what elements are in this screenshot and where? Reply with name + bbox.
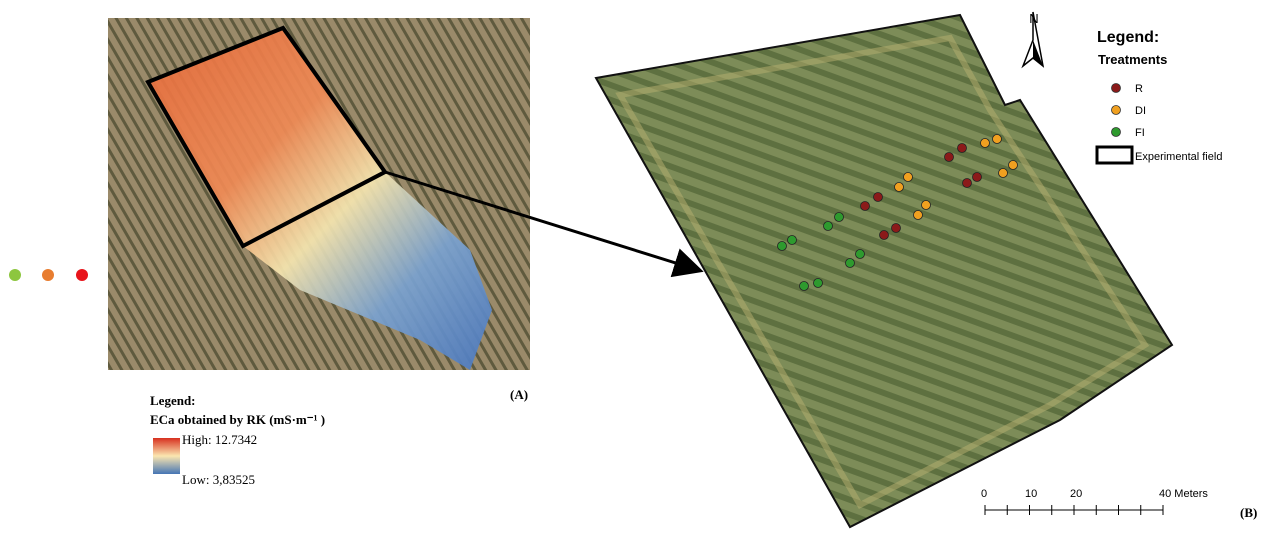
legend-subtitle: ECa obtained by RK (mS·m⁻¹ )	[150, 412, 325, 427]
page: Legend: ECa obtained by RK (mS·m⁻¹ ) Hig…	[0, 0, 1263, 535]
dot	[42, 269, 54, 281]
color-ramp	[153, 438, 180, 474]
sample-point	[922, 201, 931, 210]
sample-point	[874, 193, 883, 202]
sample-point	[892, 224, 901, 233]
sample-point	[814, 279, 823, 288]
sample-point	[963, 179, 972, 188]
legend-subtitle: Treatments	[1098, 52, 1167, 67]
legend-label: FI	[1135, 127, 1145, 139]
figure: Legend: ECa obtained by RK (mS·m⁻¹ ) Hig…	[0, 0, 1263, 535]
sample-point	[945, 153, 954, 162]
legend-marker	[1112, 106, 1121, 115]
dot	[76, 269, 88, 281]
orthophoto	[596, 15, 1172, 527]
legend-label: DI	[1135, 105, 1146, 117]
legend-label: R	[1135, 83, 1143, 95]
sample-point	[895, 183, 904, 192]
sample-point	[788, 236, 797, 245]
panel-label: (B)	[1240, 505, 1257, 520]
legend-marker	[1112, 84, 1121, 93]
legend-title: Legend:	[1097, 29, 1159, 46]
field-label: Experimental field	[1135, 151, 1222, 163]
sample-point	[981, 139, 990, 148]
sample-point	[993, 135, 1002, 144]
sample-point	[880, 231, 889, 240]
scale-bar: 0 10 20 40 Meters	[981, 488, 1208, 515]
dot	[9, 269, 21, 281]
sample-point	[835, 213, 844, 222]
sample-point	[904, 173, 913, 182]
scale-label: 40 Meters	[1159, 488, 1208, 500]
sample-point	[1009, 161, 1018, 170]
sample-point	[861, 202, 870, 211]
legend-items: R DI FI	[1112, 83, 1147, 139]
legend-title: Legend:	[150, 393, 196, 408]
sample-point	[824, 222, 833, 231]
sample-point	[958, 144, 967, 153]
scale-label: 10	[1025, 488, 1037, 500]
panel-label: (A)	[510, 387, 528, 402]
sample-point	[856, 250, 865, 259]
color-dots	[9, 269, 88, 281]
low-label: Low: 3,83525	[182, 472, 255, 487]
high-label: High: 12.7342	[182, 432, 257, 447]
north-label: N	[1029, 11, 1038, 26]
sample-point	[973, 173, 982, 182]
sample-point	[999, 169, 1008, 178]
scale-label: 0	[981, 488, 987, 500]
sample-point	[914, 211, 923, 220]
sample-point	[846, 259, 855, 268]
legend-marker	[1112, 128, 1121, 137]
sample-point	[800, 282, 809, 291]
scale-label: 20	[1070, 488, 1082, 500]
field-swatch	[1097, 147, 1132, 163]
sample-point	[778, 242, 787, 251]
